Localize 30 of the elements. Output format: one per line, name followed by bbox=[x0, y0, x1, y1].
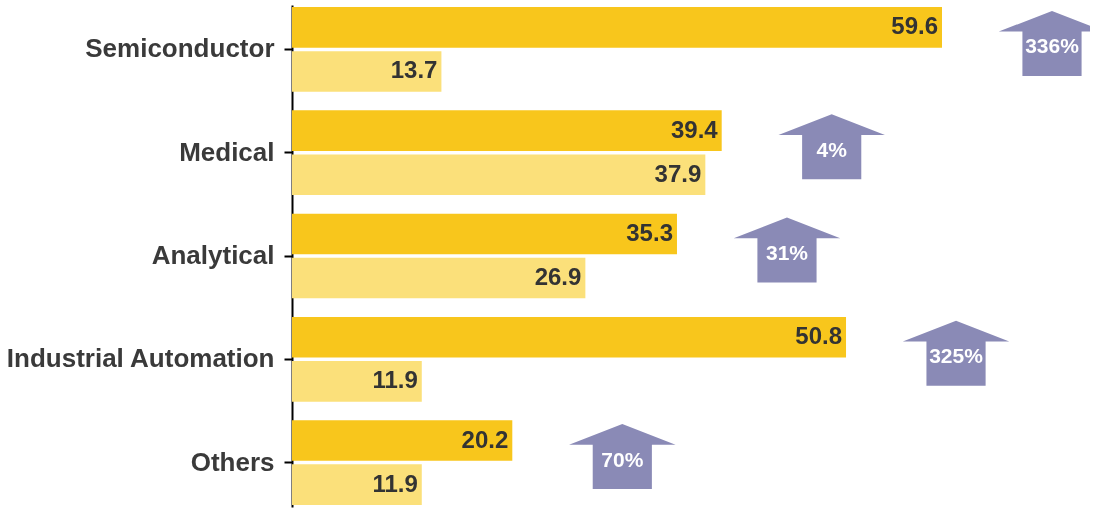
y-tick-label: Industrial Automation bbox=[6, 343, 275, 374]
bar bbox=[292, 51, 442, 92]
y-tick-label: Analytical bbox=[151, 240, 275, 270]
data-label: 59.6 bbox=[891, 12, 938, 40]
y-tick-label: Medical bbox=[179, 136, 275, 167]
data-label: 11.9 bbox=[372, 366, 418, 394]
text: 336% bbox=[1025, 34, 1080, 58]
bar bbox=[292, 464, 422, 505]
data-label: 37.9 bbox=[654, 159, 702, 187]
data-label: 13.7 bbox=[390, 56, 438, 84]
bar bbox=[292, 110, 722, 151]
bar bbox=[292, 316, 847, 358]
data-label: 39.4 bbox=[670, 115, 719, 143]
annotation: 4% bbox=[816, 137, 848, 161]
bar bbox=[292, 154, 706, 196]
bar bbox=[292, 420, 513, 461]
bar bbox=[292, 7, 942, 48]
annotation: 325% bbox=[929, 344, 984, 368]
data-label: 50.8 bbox=[795, 322, 843, 350]
annotation: 70% bbox=[601, 447, 644, 471]
bar bbox=[292, 361, 422, 402]
data-label: 20.2 bbox=[461, 425, 509, 453]
data-label: 26.9 bbox=[534, 263, 582, 291]
y-tick-label: Others bbox=[190, 446, 275, 477]
data-label: 11.9 bbox=[372, 469, 418, 497]
y-tick-label: Semiconductor bbox=[85, 33, 275, 64]
data-label: 35.3 bbox=[626, 218, 673, 246]
annotation: 31% bbox=[765, 241, 809, 264]
bar bbox=[292, 257, 586, 299]
bar bbox=[292, 213, 677, 255]
